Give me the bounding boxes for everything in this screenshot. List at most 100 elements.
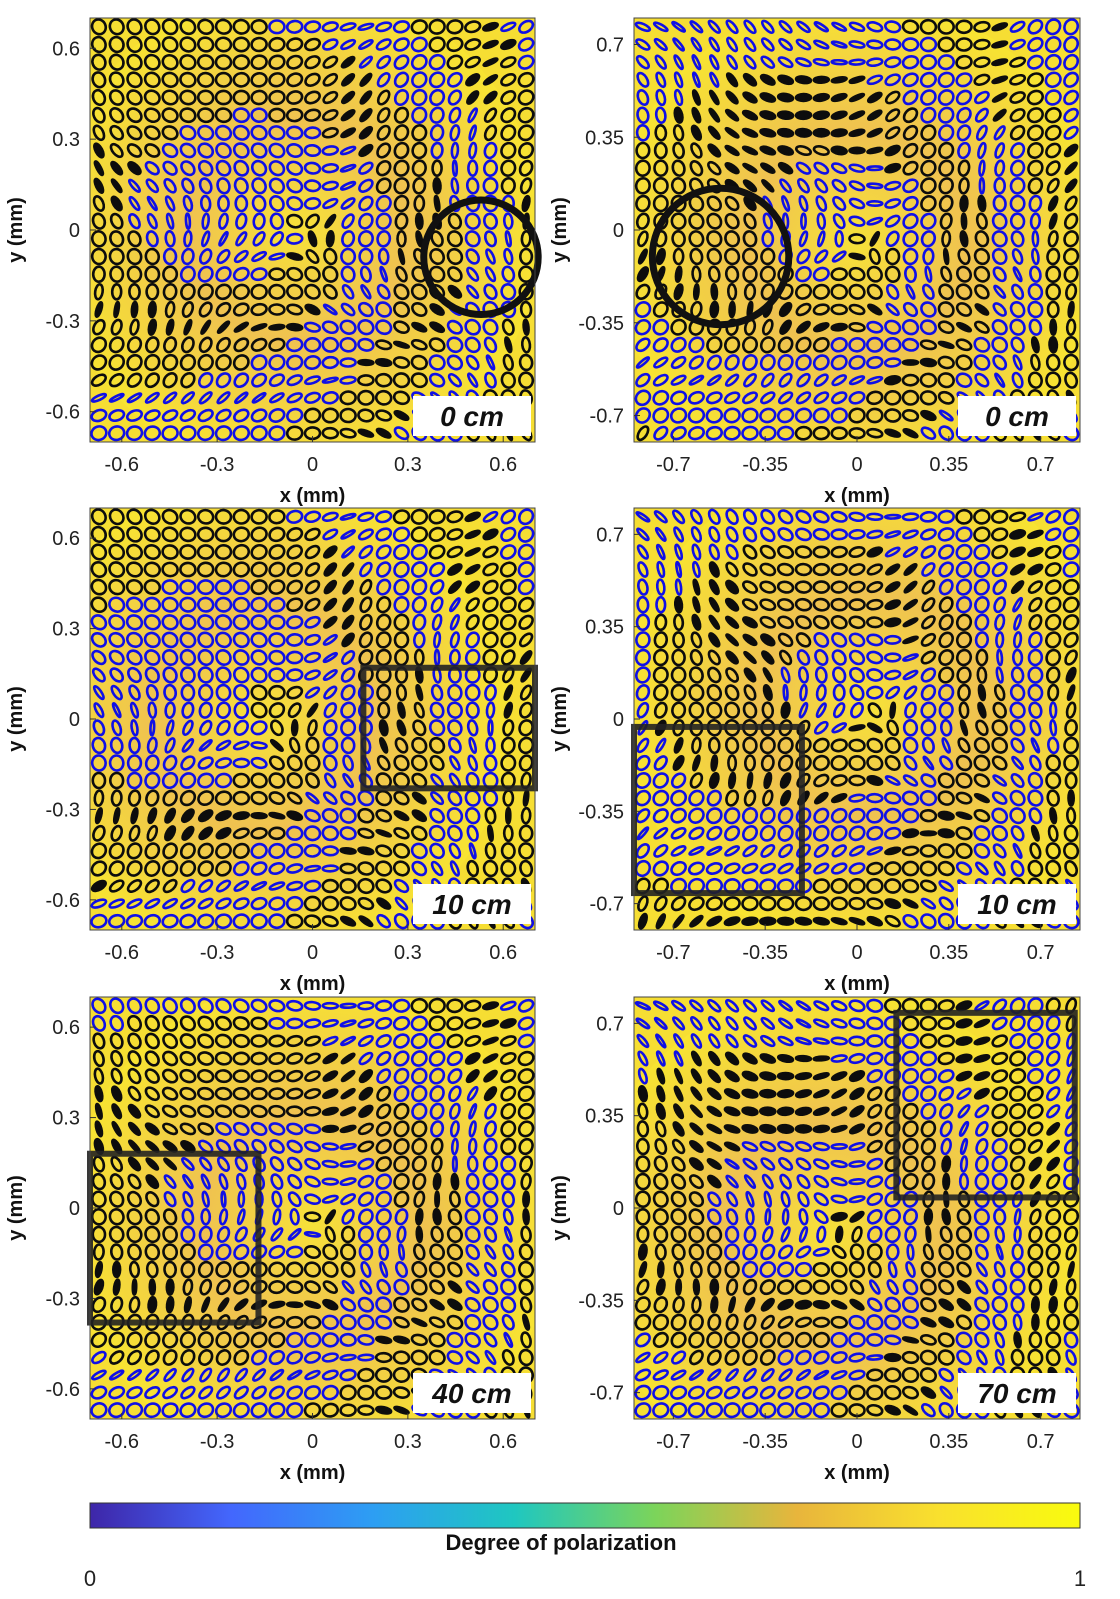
polarization-ellipse (812, 597, 831, 612)
polarization-ellipse (1045, 771, 1062, 790)
polarization-ellipse (670, 355, 687, 370)
polarization-ellipse (920, 632, 937, 647)
polarization-ellipse (991, 212, 1008, 230)
polarization-ellipse (415, 684, 424, 702)
polarization-ellipse (482, 1279, 499, 1296)
polarization-ellipse (125, 1402, 144, 1419)
polarization-ellipse (196, 107, 215, 124)
polarization-ellipse (901, 319, 920, 336)
polarization-ellipse (375, 160, 392, 177)
polarization-ellipse (975, 648, 989, 667)
polarization-ellipse (232, 354, 250, 371)
polarization-ellipse (376, 89, 391, 106)
polarization-ellipse (725, 526, 739, 543)
polarization-ellipse (268, 913, 286, 930)
polarization-ellipse (849, 1087, 865, 1101)
polarization-ellipse (127, 1103, 142, 1119)
polarization-ellipse (973, 825, 991, 842)
polarization-ellipse (128, 283, 141, 301)
polarization-ellipse (1027, 36, 1044, 53)
polarization-ellipse (992, 1313, 1008, 1331)
polarization-ellipse (688, 683, 705, 702)
polarization-ellipse (743, 372, 757, 388)
polarization-ellipse (884, 180, 902, 191)
polarization-ellipse (216, 320, 231, 335)
polarization-ellipse (286, 754, 303, 772)
polarization-ellipse (196, 544, 215, 560)
polarization-ellipse (482, 562, 499, 577)
panel-bottom-left: 40 cm-0.6 -0.3 0 0.3 0.60.60.30-0.3-0.6x (mm… (5, 996, 536, 1484)
polarization-ellipse (357, 1314, 375, 1331)
polarization-ellipse (232, 790, 251, 806)
polarization-ellipse (446, 701, 463, 719)
polarization-ellipse (357, 358, 375, 367)
polarization-ellipse (446, 528, 464, 541)
polarization-ellipse (357, 230, 374, 248)
polarization-ellipse (321, 915, 339, 928)
polarization-ellipse (955, 791, 973, 805)
polarization-ellipse (812, 425, 831, 441)
polarization-ellipse (905, 283, 916, 300)
polarization-ellipse (781, 1208, 790, 1226)
polarization-ellipse (517, 106, 535, 124)
polarization-ellipse (920, 897, 937, 910)
polarization-ellipse (1010, 737, 1025, 754)
polarization-ellipse (991, 92, 1008, 103)
polarization-ellipse (411, 791, 427, 805)
polarization-ellipse (706, 789, 722, 807)
polarization-ellipse (482, 631, 499, 649)
polarization-ellipse (937, 790, 955, 806)
polarization-ellipse (325, 230, 335, 248)
polarization-ellipse (394, 896, 409, 911)
polarization-ellipse (162, 283, 178, 301)
polarization-ellipse (901, 828, 920, 839)
polarization-ellipse (304, 754, 321, 772)
polarization-ellipse (321, 180, 339, 191)
polarization-ellipse (393, 1033, 410, 1049)
polarization-ellipse (446, 1016, 464, 1031)
polarization-ellipse (522, 318, 530, 336)
polarization-ellipse (991, 58, 1009, 67)
polarization-ellipse (465, 1350, 480, 1365)
polarization-ellipse (974, 613, 990, 632)
polarization-ellipse (1009, 1015, 1026, 1032)
polarization-ellipse (144, 649, 161, 666)
polarization-ellipse (250, 1402, 268, 1419)
polarization-ellipse (1028, 1225, 1043, 1244)
polarization-ellipse (286, 72, 304, 88)
polarization-ellipse (939, 755, 954, 771)
polarization-ellipse (941, 1208, 952, 1226)
polarization-ellipse (143, 508, 161, 525)
polarization-ellipse (688, 336, 705, 354)
polarization-ellipse (215, 1243, 232, 1261)
polarization-ellipse (759, 824, 776, 842)
polarization-ellipse (500, 1278, 517, 1296)
polarization-ellipse (446, 510, 464, 524)
distance-label: 0 cm (413, 396, 531, 436)
polarization-ellipse (447, 737, 462, 754)
polarization-ellipse (759, 1261, 777, 1278)
polarization-ellipse (830, 1194, 848, 1204)
polarization-ellipse (955, 811, 973, 820)
polarization-ellipses (90, 508, 535, 930)
polarization-ellipse (126, 71, 143, 89)
polarization-ellipse (303, 1106, 322, 1117)
polarization-ellipse (742, 1034, 758, 1048)
polarization-ellipse (179, 772, 197, 789)
polarization-ellipse (324, 1225, 336, 1243)
polarization-ellipse (798, 1226, 809, 1243)
polarization-ellipse (250, 913, 268, 930)
polarization-ellipse (866, 199, 884, 208)
polarization-ellipse (250, 337, 268, 352)
polarization-ellipse (304, 1052, 321, 1065)
polarization-ellipse (920, 667, 937, 683)
polarization-ellipse (357, 408, 375, 423)
polarization-ellipse (884, 428, 902, 438)
polarization-ellipse (794, 425, 813, 441)
polarization-ellipse (902, 178, 919, 194)
polarization-ellipse (706, 212, 723, 230)
polarization-ellipse (447, 824, 463, 842)
polarization-ellipse (92, 1049, 105, 1068)
polarization-ellipse (689, 1104, 704, 1119)
polarization-ellipse (778, 843, 794, 859)
